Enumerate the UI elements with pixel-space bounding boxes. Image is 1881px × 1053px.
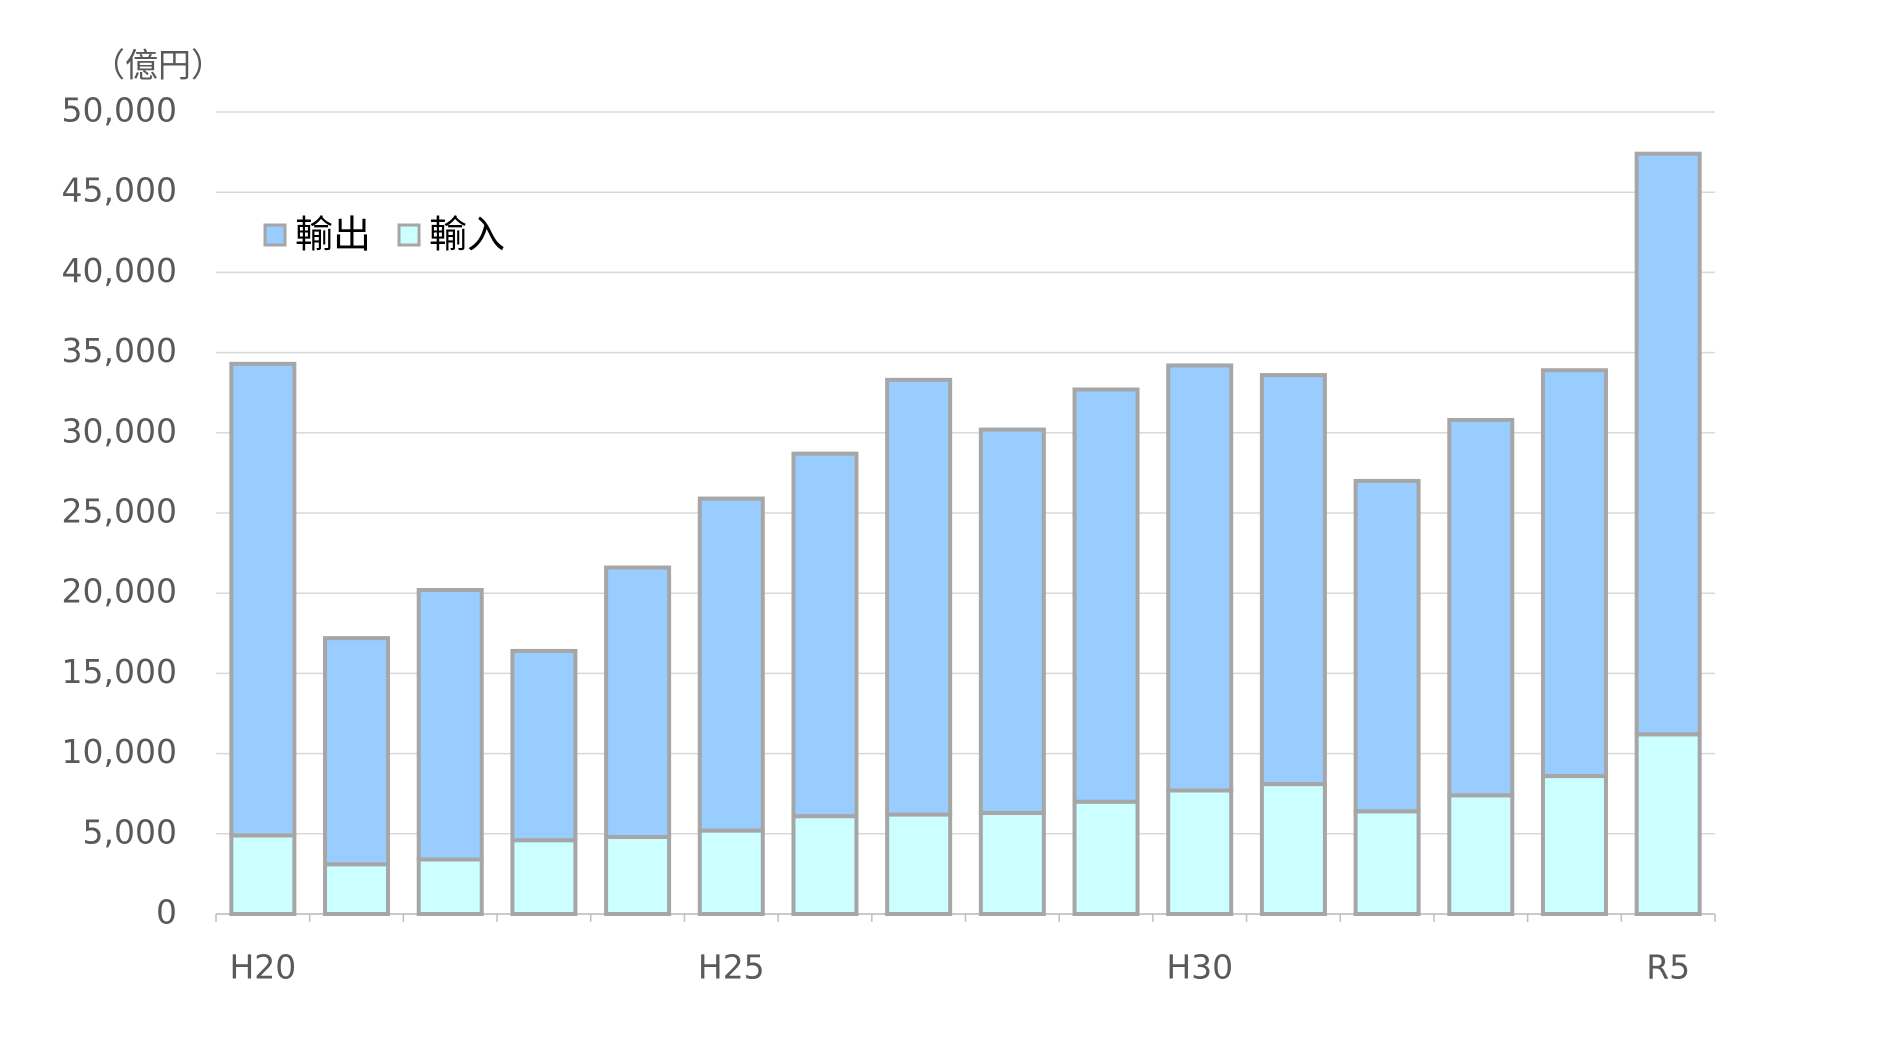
x-tick-label: R5	[1646, 948, 1690, 987]
x-tick-label: H25	[698, 948, 765, 987]
bar-segment	[1447, 417, 1515, 798]
bar-segment	[1259, 373, 1327, 787]
bar-segment	[885, 812, 953, 916]
bar-segment	[1353, 478, 1421, 814]
legend-swatch	[263, 223, 287, 247]
bar-segment	[885, 377, 953, 817]
bar-segment	[697, 496, 765, 833]
bar-segment	[323, 862, 391, 916]
y-tick-label: 10,000	[62, 732, 177, 771]
bar-segment	[1353, 809, 1421, 916]
bar-segment	[323, 636, 391, 867]
bar-segment	[510, 838, 578, 916]
bar-segment	[1072, 387, 1140, 804]
bar-segment	[1447, 793, 1515, 917]
bar-segment	[1540, 368, 1608, 779]
bar-segment	[791, 451, 859, 819]
y-axis-label: （億円）	[92, 46, 224, 85]
bar-segment	[1072, 799, 1140, 916]
bar-segment	[604, 565, 672, 840]
y-tick-label: 0	[156, 893, 177, 932]
bar-segment	[416, 857, 484, 916]
legend-label: 輸入	[429, 213, 505, 257]
y-tick-label: 40,000	[62, 251, 177, 290]
y-tick-label: 50,000	[62, 91, 177, 130]
x-tick-label: H20	[229, 948, 296, 987]
bar-segment	[510, 648, 578, 843]
y-tick-label: 15,000	[62, 652, 177, 691]
y-tick-label: 5,000	[83, 812, 177, 851]
bar-segment	[1259, 782, 1327, 916]
bar-segment	[978, 427, 1046, 815]
y-tick-label: 30,000	[62, 411, 177, 450]
y-tick-label: 35,000	[62, 331, 177, 370]
bar-segment	[416, 587, 484, 862]
legend-label: 輸出	[295, 213, 371, 257]
bar-segment	[1166, 363, 1234, 793]
bar-segment	[604, 835, 672, 916]
bar-segment	[1166, 788, 1234, 917]
bar-segment	[1634, 151, 1702, 737]
y-tick-label: 20,000	[62, 572, 177, 611]
bar-segment	[791, 814, 859, 917]
y-tick-label: 25,000	[62, 492, 177, 531]
bar-segment	[1634, 732, 1702, 916]
legend-swatch	[397, 223, 421, 247]
bar-segment	[697, 828, 765, 916]
x-tick-label: H30	[1166, 948, 1233, 987]
bar-segment	[978, 810, 1046, 916]
bar-segment	[1540, 774, 1608, 917]
y-tick-label: 45,000	[62, 171, 177, 210]
bar-segment	[229, 833, 297, 916]
bar-segment	[229, 361, 297, 838]
